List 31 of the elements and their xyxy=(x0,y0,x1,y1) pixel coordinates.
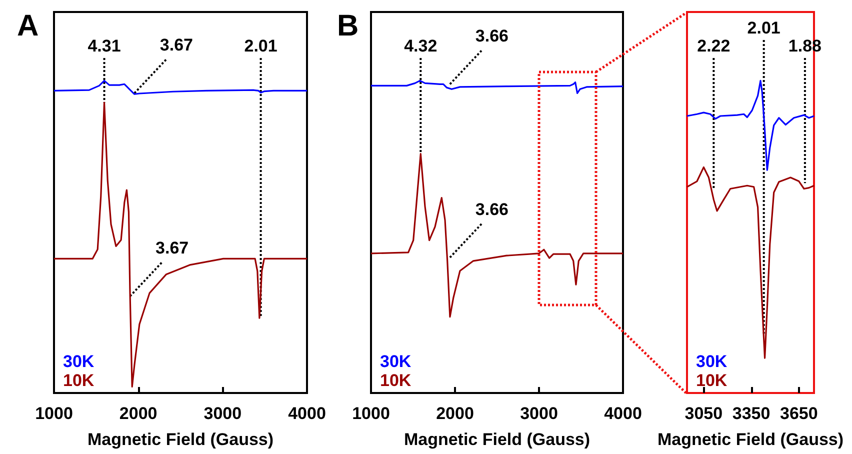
annotation: 3.66 xyxy=(475,26,509,46)
annotation: 3.67 xyxy=(160,36,193,55)
text: 30K xyxy=(63,352,95,371)
x-tick-label: 2000 xyxy=(436,404,474,423)
annotation: 2.22 xyxy=(697,36,730,56)
annotation: 2.01 xyxy=(747,18,780,38)
chart-title: A xyxy=(17,10,39,42)
x-tick-label: 3350 xyxy=(732,404,770,423)
annotation: 4.31 xyxy=(88,36,121,56)
annotation: 3.67 xyxy=(156,238,189,258)
x-tick-label: 1000 xyxy=(352,404,390,423)
text: 10K xyxy=(696,371,728,390)
chart-title: B xyxy=(337,10,359,42)
x-tick-label: 1000 xyxy=(35,404,73,423)
annotation: 3.66 xyxy=(475,200,509,219)
x-axis-title: Magnetic Field (Gauss) xyxy=(404,430,590,449)
text: 30K xyxy=(380,352,412,371)
x-axis-title: Magnetic Field (Gauss) xyxy=(87,430,274,449)
text: 30K xyxy=(696,352,728,371)
annotation: 4.32 xyxy=(404,36,438,56)
x-tick-label: 4000 xyxy=(288,404,326,423)
text: 10K xyxy=(63,371,95,390)
x-axis-title: Magnetic Field (Gauss) xyxy=(657,430,844,449)
x-tick-label: 2000 xyxy=(119,404,158,423)
x-tick-label: 3050 xyxy=(684,404,723,423)
x-tick-label: 4000 xyxy=(604,404,642,423)
annotation: 2.01 xyxy=(244,36,278,56)
x-tick-label: 3000 xyxy=(204,404,242,423)
x-tick-label: 3650 xyxy=(780,404,818,423)
x-tick-label: 3000 xyxy=(520,404,558,423)
text: 10K xyxy=(380,371,412,390)
